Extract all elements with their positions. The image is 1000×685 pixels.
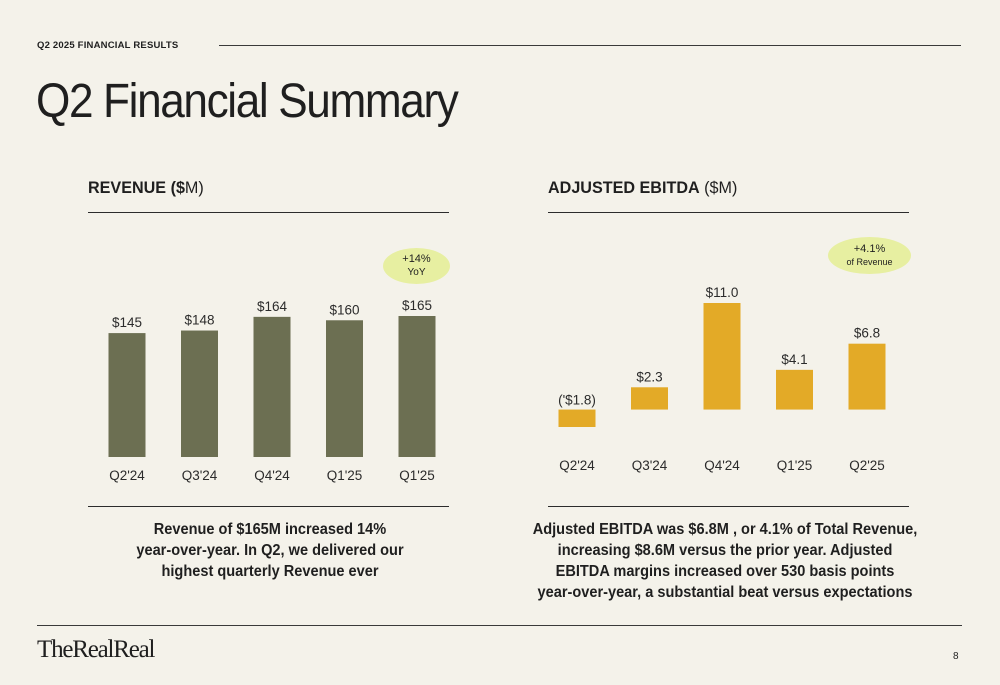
revenue-caption: Revenue of $165M increased 14% year-over… — [73, 519, 468, 582]
revenue-category-label: Q3'24 — [182, 468, 218, 483]
ebitda-caption: Adjusted EBITDA was $6.8M , or 4.1% of T… — [514, 519, 937, 603]
revenue-badge-value: +14% — [402, 252, 431, 265]
ebitda-bar — [558, 409, 596, 427]
ebitda-margin-badge: +4.1% of Revenue — [828, 237, 911, 274]
revenue-data-label: $164 — [257, 299, 288, 314]
ebitda-caption-line: increasing $8.6M versus the prior year. … — [557, 542, 893, 559]
ebitda-caption-line: year-over-year, a substantial beat versu… — [537, 584, 913, 601]
eyebrow-label: Q2 2025 FINANCIAL RESULTS — [37, 40, 179, 51]
ebitda-data-label: $6.8 — [854, 326, 880, 341]
revenue-caption-line: highest quarterly Revenue ever — [161, 563, 379, 580]
revenue-data-label: $165 — [402, 298, 432, 313]
revenue-category-label: Q1'25 — [399, 468, 435, 483]
ebitda-top-rule — [548, 212, 909, 213]
revenue-caption-line: Revenue of $165M increased 14% — [153, 521, 387, 538]
revenue-bar — [253, 316, 291, 457]
revenue-bar — [326, 320, 363, 457]
revenue-top-rule — [88, 212, 449, 213]
ebitda-category-label: Q1'25 — [777, 458, 813, 473]
revenue-bottom-rule — [88, 506, 449, 507]
ebitda-category-label: Q2'24 — [559, 458, 595, 473]
revenue-category-label: Q2'24 — [109, 468, 145, 483]
ebitda-heading: ADJUSTED EBITDA ($M) — [548, 178, 737, 198]
revenue-badge-label: YoY — [407, 266, 426, 278]
ebitda-heading-bold: ADJUSTED EBITDA — [548, 178, 700, 197]
ebitda-heading-unit: ($M) — [699, 178, 738, 197]
revenue-heading-unit: M) — [184, 178, 204, 197]
ebitda-data-label: $11.0 — [706, 285, 739, 300]
revenue-heading: REVENUE ($M) — [88, 178, 204, 198]
page-number: 8 — [953, 651, 959, 662]
footer-rule — [37, 625, 962, 626]
ebitda-data-label: ('$1.8) — [558, 393, 596, 408]
ebitda-category-label: Q4'24 — [704, 458, 740, 473]
ebitda-bar — [776, 369, 813, 410]
revenue-bar — [181, 330, 218, 457]
ebitda-bar — [631, 387, 668, 410]
revenue-category-label: Q1'25 — [327, 468, 363, 483]
ebitda-bar — [848, 343, 886, 410]
ebitda-caption-line: EBITDA margins increased over 530 basis … — [555, 563, 895, 580]
revenue-yoy-badge: +14% YoY — [383, 248, 450, 284]
revenue-caption-line: year-over-year. In Q2, we delivered our — [136, 542, 404, 559]
revenue-chart: $145 Q2'24 $148 Q3'24 $164 Q4'24 $160 Q1'25 $165… — [108, 298, 436, 483]
ebitda-chart: ('$1.8) Q2'24 $2.3 Q3'24 $11.0 Q4'24 $4.1 Q1'25… — [558, 285, 886, 473]
revenue-bar — [398, 316, 436, 457]
ebitda-caption-line: Adjusted EBITDA was $6.8M , or 4.1% of T… — [532, 521, 918, 538]
revenue-data-label: $148 — [184, 313, 214, 328]
revenue-category-label: Q4'24 — [254, 468, 290, 483]
ebitda-bottom-rule — [548, 506, 909, 507]
ebitda-category-label: Q2'25 — [849, 458, 885, 473]
ebitda-bar — [703, 303, 741, 410]
header-rule — [219, 45, 961, 46]
page-title: Q2 Financial Summary — [36, 75, 459, 128]
ebitda-data-label: $2.3 — [636, 369, 662, 384]
ebitda-badge-value: +4.1% — [853, 243, 886, 255]
ebitda-category-label: Q3'24 — [632, 458, 668, 473]
revenue-bar — [108, 333, 146, 457]
revenue-heading-bold: REVENUE ($ — [88, 178, 185, 197]
ebitda-badge-label: of Revenue — [846, 256, 893, 267]
revenue-data-label: $160 — [329, 302, 359, 317]
revenue-data-label: $145 — [112, 315, 142, 330]
brand-logo: TheRealReal — [37, 636, 155, 663]
ebitda-data-label: $4.1 — [781, 352, 807, 367]
